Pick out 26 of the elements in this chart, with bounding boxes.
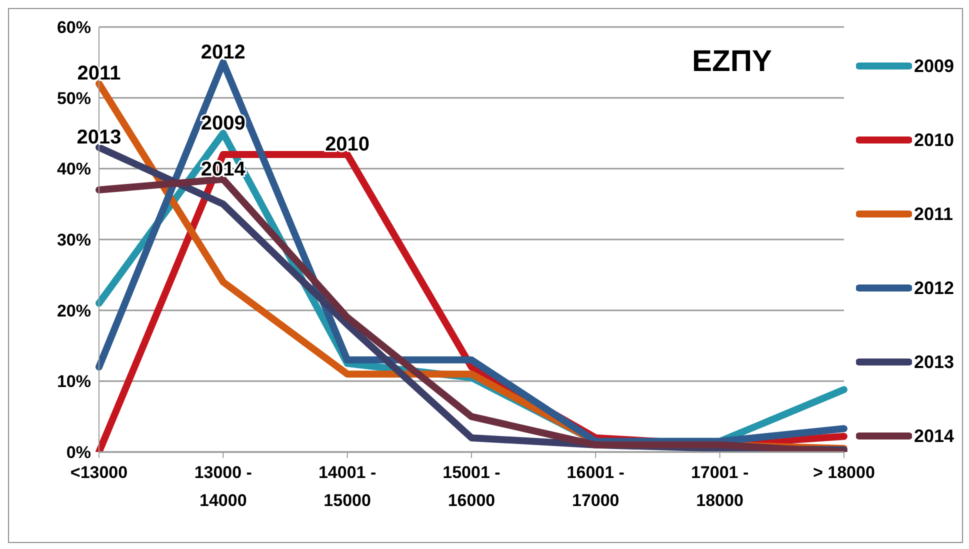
x-tick-label: > 18000 [812, 463, 875, 482]
annotation: 2013 [76, 126, 122, 148]
annotation: 2009 [200, 112, 246, 134]
legend-label: 2010 [914, 130, 954, 150]
x-tick-label: 16001 - 17000 [566, 463, 624, 510]
y-tick-label: 10% [56, 372, 91, 392]
x-tick-label: <13000 [70, 463, 128, 482]
legend-label: 2013 [914, 352, 954, 372]
annotation: 2012 [200, 41, 246, 64]
x-tick-label: 14001 - 15000 [318, 463, 376, 510]
x-tick-label: 15001 - 16000 [442, 463, 500, 510]
legend-label: 2009 [914, 56, 954, 76]
legend-label: 2014 [914, 426, 954, 446]
annotation: 2011 [77, 62, 121, 85]
y-tick-label: 40% [56, 160, 91, 179]
y-tick-label: 50% [56, 88, 91, 108]
annotation: 2010 [325, 134, 370, 156]
y-tick-label: 60% [56, 18, 91, 38]
legend-label: 2011 [914, 204, 954, 224]
x-tick-label: 17001 - 18000 [690, 463, 749, 510]
y-tick-label: 20% [56, 301, 91, 320]
y-tick-label: 0% [66, 443, 91, 462]
x-tick-label: 13000 - 14000 [194, 463, 252, 510]
legend-label: 2012 [914, 278, 954, 298]
y-tick-label: 30% [56, 230, 91, 250]
text: ΕΖΠΥ [692, 45, 772, 79]
